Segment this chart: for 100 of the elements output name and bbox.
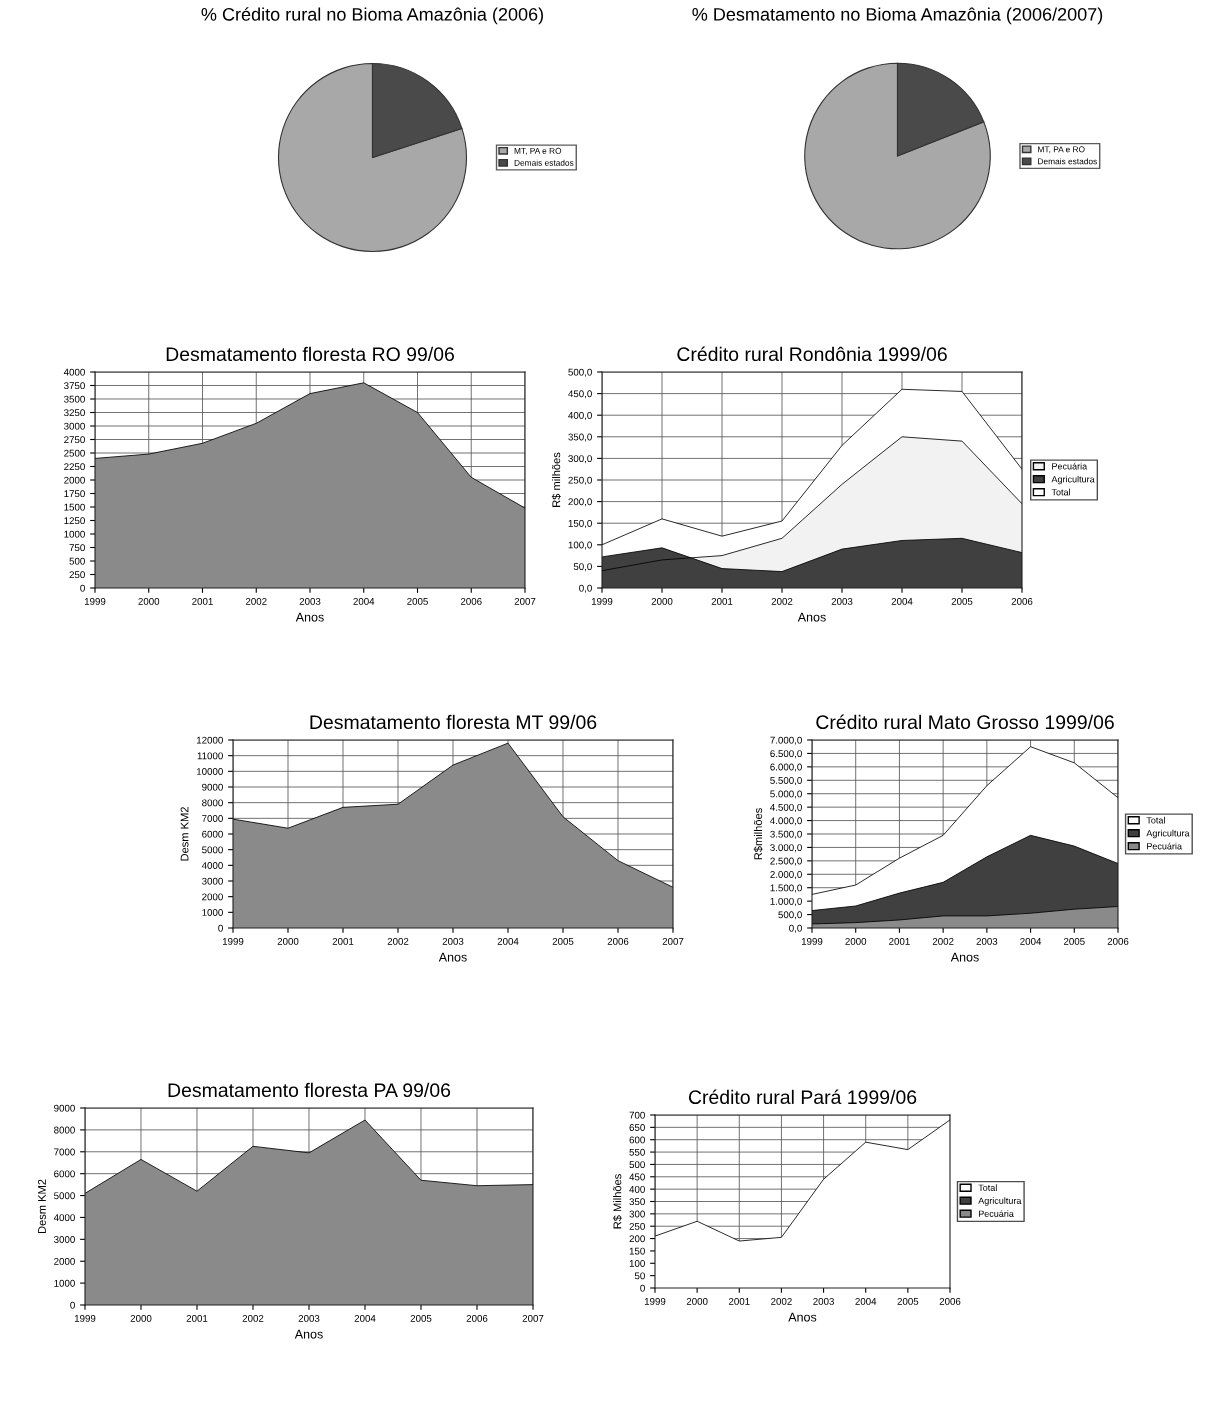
y-tick-label: 100,0 bbox=[568, 541, 592, 550]
y-axis-title: Desm KM2 bbox=[38, 1179, 46, 1234]
y-tick-label: 250 bbox=[69, 571, 85, 579]
x-tick-label: 2000 bbox=[651, 597, 673, 605]
y-axis-title: R$ milhões bbox=[551, 452, 561, 507]
y-tick-label: 200 bbox=[629, 1235, 645, 1243]
y-tick-label: 3250 bbox=[64, 409, 85, 417]
chart-title: % Desmatamento no Bioma Amazônia (2006/2007) bbox=[692, 7, 1103, 25]
x-tick-label: 2000 bbox=[686, 1297, 708, 1305]
x-tick-label: 2006 bbox=[466, 1314, 488, 1322]
x-tick-label: 2002 bbox=[771, 597, 793, 605]
y-tick-label: 500,0 bbox=[568, 368, 592, 377]
x-tick-label: 2004 bbox=[855, 1297, 877, 1305]
x-tick-label: 2005 bbox=[1063, 937, 1085, 945]
x-tick-label: 2001 bbox=[889, 937, 910, 945]
y-tick-label: 1250 bbox=[64, 517, 85, 525]
x-tick-label: 2000 bbox=[277, 937, 299, 945]
x-tick-label: 2005 bbox=[410, 1314, 432, 1322]
x-tick-label: 1999 bbox=[591, 597, 613, 605]
legend-label: Total bbox=[978, 1184, 997, 1191]
y-tick-label: 0 bbox=[70, 1301, 75, 1309]
x-axis-title: Anos bbox=[788, 1312, 817, 1322]
y-tick-label: 250 bbox=[629, 1222, 645, 1230]
y-tick-label: 3000 bbox=[54, 1236, 75, 1243]
x-tick-label: 1999 bbox=[74, 1314, 96, 1322]
chart-title: Crédito rural Rondônia 1999/06 bbox=[677, 346, 947, 362]
y-tick-label: 1.500,0 bbox=[770, 884, 802, 893]
y-tick-label: 5.500,0 bbox=[770, 777, 802, 786]
y-tick-label: 1500 bbox=[64, 503, 85, 511]
chart-title: Desmatamento floresta RO 99/06 bbox=[166, 346, 454, 362]
y-tick-label: 6.500,0 bbox=[770, 750, 802, 759]
y-tick-label: 400 bbox=[629, 1185, 645, 1193]
x-tick-label: 1999 bbox=[222, 937, 244, 945]
y-tick-label: 0 bbox=[218, 924, 223, 932]
legend-label: Agricultura bbox=[978, 1197, 1022, 1206]
x-tick-label: 2001 bbox=[711, 597, 733, 605]
legend-label: MT, PA e RO bbox=[514, 147, 562, 155]
y-tick-label: 10000 bbox=[196, 768, 223, 775]
chart-title: % Crédito rural no Bioma Amazônia (2006) bbox=[201, 7, 543, 25]
y-tick-label: 11000 bbox=[197, 752, 223, 760]
x-tick-label: 2006 bbox=[460, 597, 482, 605]
y-tick-label: 3500 bbox=[64, 395, 85, 403]
x-tick-label: 2005 bbox=[951, 597, 973, 605]
y-tick-label: 1000 bbox=[202, 909, 223, 916]
y-tick-label: 50 bbox=[634, 1272, 645, 1280]
y-tick-label: 550 bbox=[629, 1148, 645, 1156]
y-tick-label: 350,0 bbox=[568, 433, 592, 442]
x-tick-label: 2007 bbox=[522, 1314, 544, 1322]
y-tick-label: 100 bbox=[629, 1260, 645, 1267]
y-tick-label: 6.000,0 bbox=[770, 763, 802, 772]
x-tick-label: 2002 bbox=[387, 937, 409, 945]
y-tick-label: 750 bbox=[69, 544, 85, 552]
x-tick-label: 2001 bbox=[728, 1297, 750, 1305]
x-tick-label: 2005 bbox=[552, 937, 574, 945]
y-tick-label: 9000 bbox=[54, 1104, 75, 1112]
legend-label: Pecuária bbox=[978, 1210, 1014, 1217]
y-tick-label: 200,0 bbox=[568, 498, 592, 507]
x-tick-label: 2001 bbox=[186, 1314, 208, 1322]
y-tick-label: 2.000,0 bbox=[770, 871, 802, 880]
y-tick-label: 3750 bbox=[64, 382, 85, 390]
x-tick-label: 2003 bbox=[831, 597, 853, 605]
legend-label: Pecuária bbox=[1147, 842, 1182, 850]
y-tick-label: 450 bbox=[629, 1173, 645, 1181]
y-tick-label: 1000 bbox=[64, 530, 85, 538]
y-tick-label: 9000 bbox=[202, 783, 223, 791]
y-tick-label: 5000 bbox=[202, 846, 223, 854]
x-tick-label: 2001 bbox=[192, 597, 213, 605]
y-tick-label: 3000 bbox=[64, 422, 85, 430]
x-tick-label: 2003 bbox=[442, 937, 464, 945]
y-tick-label: 3000 bbox=[202, 877, 223, 885]
x-tick-label: 1999 bbox=[644, 1297, 666, 1305]
x-axis-title: Anos bbox=[295, 612, 324, 622]
y-tick-label: 0 bbox=[640, 1284, 645, 1292]
y-tick-label: 5.000,0 bbox=[770, 790, 802, 799]
legend-label: MT, PA e RO bbox=[1038, 146, 1085, 154]
x-tick-label: 2000 bbox=[138, 597, 160, 605]
y-tick-label: 600 bbox=[629, 1136, 645, 1144]
y-tick-label: 4000 bbox=[63, 368, 85, 376]
chart-title: Desmatamento floresta MT 99/06 bbox=[310, 714, 597, 730]
legend-label: Total bbox=[1051, 488, 1070, 496]
x-tick-label: 2006 bbox=[607, 937, 629, 945]
y-tick-label: 250,0 bbox=[568, 476, 592, 485]
x-tick-label: 2002 bbox=[771, 1297, 792, 1305]
y-tick-label: 0,0 bbox=[789, 924, 802, 933]
y-tick-label: 150,0 bbox=[568, 519, 592, 528]
x-tick-label: 2003 bbox=[813, 1297, 834, 1305]
x-tick-label: 2004 bbox=[1020, 937, 1042, 945]
y-tick-label: 3.500,0 bbox=[770, 830, 802, 839]
x-tick-label: 2001 bbox=[332, 937, 354, 945]
y-tick-label: 7.000,0 bbox=[770, 736, 802, 745]
y-tick-label: 400,0 bbox=[568, 411, 592, 420]
y-tick-label: 8000 bbox=[202, 799, 223, 807]
legend-label: Pecuária bbox=[1052, 462, 1088, 470]
y-tick-label: 1000 bbox=[54, 1279, 75, 1287]
x-tick-label: 2004 bbox=[354, 1314, 376, 1322]
legend-label: Total bbox=[1146, 816, 1165, 824]
x-tick-label: 2004 bbox=[353, 597, 375, 605]
y-axis-title: Desm KM2 bbox=[180, 807, 189, 861]
y-tick-label: 300,0 bbox=[568, 455, 592, 464]
y-tick-label: 2000 bbox=[54, 1257, 75, 1265]
